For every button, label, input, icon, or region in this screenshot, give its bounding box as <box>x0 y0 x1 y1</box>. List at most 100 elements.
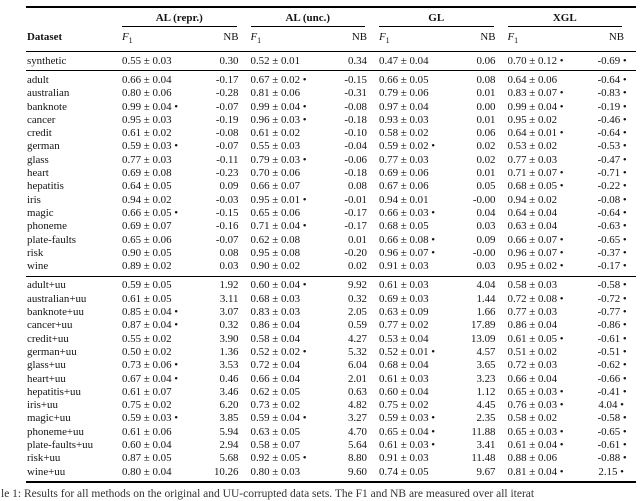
f1-value: 0.95 ± 0.08 <box>250 246 301 259</box>
f1-value: 0.95 ± 0.01 • <box>250 193 307 206</box>
nb-value: -0.69 • <box>597 54 627 67</box>
nb-value: 0.06 <box>476 127 496 140</box>
table-section: adult+uu 0.59 ± 0.05 1.92 0.60 ± 0.04 • 9.92… <box>26 276 636 483</box>
nb-value: 0.30 <box>219 54 239 67</box>
nb-value: 9.92 <box>347 279 367 292</box>
nb-value: 0.03 <box>476 260 496 273</box>
nb-value: 11.48 <box>471 452 496 465</box>
nb-value: 9.67 <box>476 465 496 478</box>
dataset-name: iris+uu <box>27 399 58 412</box>
f1-value: 0.94 ± 0.02 <box>122 193 172 206</box>
nb-value: -0.08 <box>344 100 367 113</box>
group-header: AL (repr.) <box>155 12 203 24</box>
f1-value: 0.72 ± 0.03 <box>507 359 558 372</box>
nb-value: -0.37 • <box>597 246 627 259</box>
dataset-name: cancer+uu <box>27 319 73 332</box>
nb-value: -0.31 <box>344 87 367 100</box>
f1-value: 0.60 ± 0.04 • <box>250 279 307 292</box>
f1-value: 0.81 ± 0.06 <box>250 87 301 100</box>
f1-value: 0.69 ± 0.07 <box>122 220 172 233</box>
nb-value: 0.08 <box>219 246 239 259</box>
nb-value: 0.01 <box>476 167 496 180</box>
nb-value: -0.08 • <box>597 193 627 206</box>
table-row: iris+uu 0.75 ± 0.02 6.20 0.73 ± 0.02 4.82 0.7… <box>26 399 636 412</box>
results-table-grid: AL (repr.) AL (unc.) GL XGL Dataset F1 NB F1 NB F… <box>26 8 636 483</box>
dataset-name: australian <box>27 87 70 100</box>
nb-value: -0.10 <box>344 127 367 140</box>
f1-value: 0.89 ± 0.02 <box>122 260 172 273</box>
f1-value: 0.66 ± 0.04 <box>122 73 172 86</box>
nb-value: -0.71 • <box>597 167 627 180</box>
nb-value: -0.20 <box>344 246 367 259</box>
table-row: german+uu 0.50 ± 0.02 1.36 0.52 ± 0.02 • 5.3… <box>26 346 636 359</box>
f1-value: 0.59 ± 0.03 • <box>122 412 179 425</box>
cmidrule <box>250 26 380 28</box>
f1-value: 0.68 ± 0.04 <box>379 359 429 372</box>
f1-value: 0.58 ± 0.02 <box>507 412 558 425</box>
nb-value: 2.94 <box>219 438 239 451</box>
nb-value: 6.04 <box>347 359 367 372</box>
f1-value: 0.62 ± 0.08 <box>250 233 301 246</box>
f1-value: 0.53 ± 0.02 <box>507 140 558 153</box>
table-row: credit 0.61 ± 0.02 -0.08 0.61 ± 0.02 -0.10 0.… <box>26 127 636 140</box>
nb-value: -0.23 <box>215 167 239 180</box>
nb-value: 8.80 <box>347 452 367 465</box>
f1-value: 0.92 ± 0.05 • <box>250 452 307 465</box>
nb-value: 0.09 <box>219 180 239 193</box>
nb-value: 0.00 <box>476 100 496 113</box>
nb-value: 0.06 <box>476 54 496 67</box>
nb-value: -0.07 <box>215 100 239 113</box>
nb-header: NB <box>480 31 496 43</box>
nb-value: -0.66 • <box>597 372 627 385</box>
nb-value: -0.62 • <box>597 359 627 372</box>
f1-value: 0.68 ± 0.05 <box>379 220 429 233</box>
f1-value: 0.79 ± 0.03 • <box>250 153 307 166</box>
nb-value: -0.04 <box>344 140 367 153</box>
f1-value: 0.66 ± 0.07 • <box>507 233 564 246</box>
f1-value: 0.97 ± 0.04 <box>379 100 429 113</box>
table-row: plate-faults 0.65 ± 0.06 -0.07 0.62 ± 0.08 0… <box>26 234 636 247</box>
nb-value: -0.64 • <box>597 127 627 140</box>
f1-value: 0.65 ± 0.06 <box>250 206 301 219</box>
f1-header: F1 <box>122 31 133 46</box>
dataset-name: banknote <box>27 100 67 113</box>
nb-value: -0.64 • <box>597 206 627 219</box>
nb-value: -0.58 • <box>597 412 627 425</box>
f1-value: 0.61 ± 0.03 <box>379 279 429 292</box>
nb-value: 0.03 <box>219 260 239 273</box>
f1-value: 0.71 ± 0.04 • <box>250 220 307 233</box>
dataset-name: adult <box>27 73 49 86</box>
dataset-name: phoneme+uu <box>27 425 84 438</box>
nb-value: -0.17 <box>344 220 367 233</box>
f1-value: 0.61 ± 0.05 <box>122 292 172 305</box>
f1-value: 0.95 ± 0.02 <box>507 113 558 126</box>
f1-value: 0.61 ± 0.07 <box>122 385 172 398</box>
dataset-name: glass <box>27 153 49 166</box>
f1-value: 0.87 ± 0.05 <box>122 452 172 465</box>
nb-value: -0.19 <box>215 113 239 126</box>
f1-value: 0.55 ± 0.03 <box>250 140 301 153</box>
table-row: wine 0.89 ± 0.02 0.03 0.90 ± 0.02 0.02 0.91 ±… <box>26 260 636 276</box>
table-row: phoneme 0.69 ± 0.07 -0.16 0.71 ± 0.04 • -0.1… <box>26 220 636 233</box>
dataset-name: phoneme <box>27 220 67 233</box>
f1-value: 0.77 ± 0.03 <box>379 153 429 166</box>
f1-value: 0.77 ± 0.03 <box>122 153 172 166</box>
f1-value: 0.59 ± 0.03 • <box>379 412 436 425</box>
f1-value: 0.67 ± 0.02 • <box>250 73 307 86</box>
nb-value: 11.88 <box>471 425 496 438</box>
nb-value: 3.27 <box>347 412 367 425</box>
f1-value: 0.96 ± 0.03 • <box>250 113 307 126</box>
f1-value: 0.66 ± 0.03 • <box>379 206 436 219</box>
f1-value: 0.58 ± 0.03 <box>507 279 558 292</box>
nb-value: 2.05 <box>347 306 367 319</box>
dataset-name: plate-faults <box>27 233 76 246</box>
table-section: synthetic 0.55 ± 0.03 0.30 0.52 ± 0.01 0.34 0… <box>26 52 636 71</box>
nb-value: 0.59 <box>347 319 367 332</box>
nb-value: 0.32 <box>347 292 367 305</box>
nb-value: 9.60 <box>347 465 367 478</box>
nb-value: 13.09 <box>470 332 496 345</box>
nb-value: -0.03 <box>215 193 239 206</box>
dataset-name: adult+uu <box>27 279 66 292</box>
f1-value: 0.66 ± 0.05 <box>379 73 429 86</box>
table-row: australian 0.80 ± 0.06 -0.28 0.81 ± 0.06 -0.… <box>26 87 636 100</box>
